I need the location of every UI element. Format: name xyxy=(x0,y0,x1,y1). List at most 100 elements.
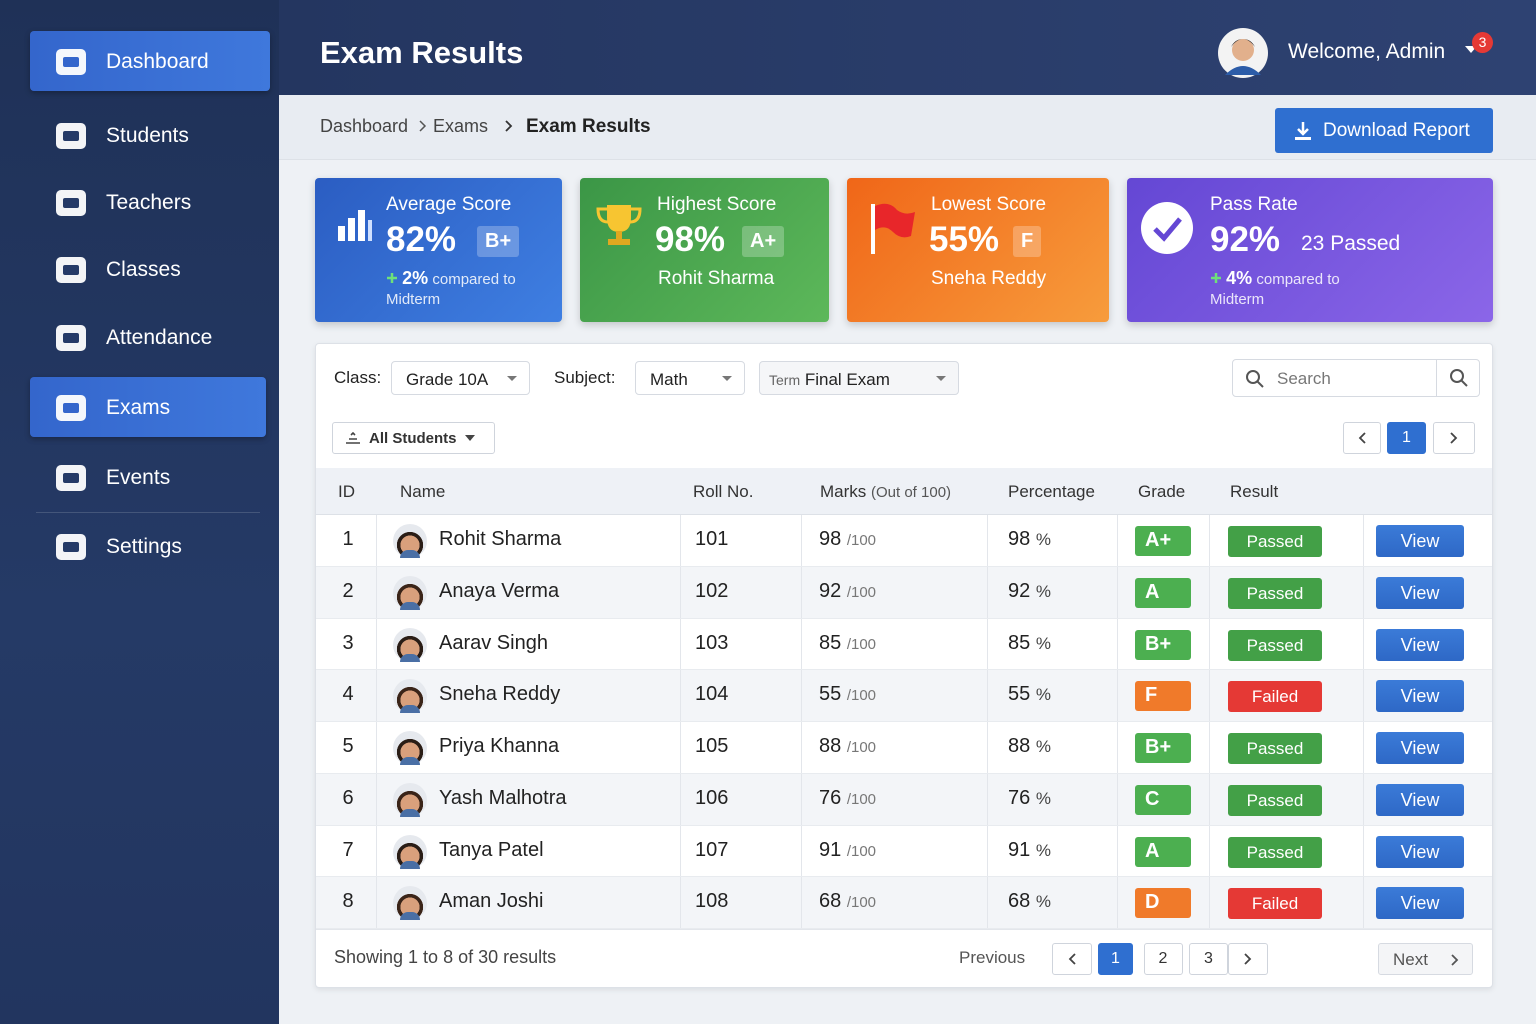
page-arrow[interactable] xyxy=(1052,943,1092,975)
results-panel: Class: Grade 10A Subject: Math Term Fina… xyxy=(315,343,1493,988)
term-select[interactable]: Term Final Exam xyxy=(759,361,959,395)
student-name: Rohit Sharma xyxy=(439,528,562,550)
page-title: Exam Results xyxy=(320,35,524,70)
nav-item[interactable]: Events xyxy=(30,447,266,509)
student-avatar xyxy=(393,834,427,869)
nav-icon xyxy=(56,49,86,75)
nav-label: Dashboard xyxy=(106,50,209,73)
search-box[interactable]: Search xyxy=(1232,359,1480,397)
page-arrow[interactable] xyxy=(1228,943,1268,975)
nav-icon xyxy=(56,257,86,283)
table-row: 6 Yash Malhotra 106 76 /100 76 % C Passed View xyxy=(316,773,1492,826)
card-student: Sneha Reddy xyxy=(931,268,1047,289)
previous-link[interactable]: Previous xyxy=(959,948,1026,967)
marks: 98 /100 xyxy=(819,528,876,551)
view-button[interactable]: View xyxy=(1376,576,1464,609)
roll-number: 103 xyxy=(695,631,729,654)
grade-badge: B+ xyxy=(1135,629,1191,660)
nav-item[interactable]: Teachers xyxy=(30,172,266,234)
select-value: Final Exam xyxy=(804,370,890,389)
page-number[interactable]: 1 xyxy=(1098,943,1133,975)
admin-avatar[interactable] xyxy=(1217,27,1269,79)
avatar-shirt xyxy=(400,860,420,869)
marks-value: 92 xyxy=(819,579,842,602)
nav-label: Classes xyxy=(106,258,181,281)
download-button[interactable]: Download Report xyxy=(1275,108,1493,153)
card-label: Lowest Score xyxy=(931,194,1047,215)
table-row: 7 Tanya Patel 107 91 /100 91 % A Passed View xyxy=(316,825,1492,878)
marks-suffix: /100 xyxy=(846,842,877,860)
grade-badge: A+ xyxy=(1135,526,1191,556)
view-button[interactable]: View xyxy=(1376,628,1464,661)
avatar-shirt xyxy=(400,912,420,921)
breadcrumb-link[interactable]: Exams xyxy=(433,116,489,136)
column-divider xyxy=(1117,515,1118,566)
next-button[interactable]: Next xyxy=(1378,943,1473,975)
next-page-button[interactable] xyxy=(1433,422,1475,454)
marks: 88 /100 xyxy=(819,735,876,758)
view-button[interactable]: View xyxy=(1376,525,1464,557)
view-button[interactable]: View xyxy=(1376,680,1464,713)
nav-item[interactable]: Students xyxy=(30,105,266,167)
nav-label: Exams xyxy=(106,396,171,419)
nav-item[interactable]: Attendance xyxy=(30,307,266,369)
view-button[interactable]: View xyxy=(1376,835,1464,868)
marks-value: 55 xyxy=(819,683,842,706)
roll-number: 101 xyxy=(695,528,729,550)
card-label: Highest Score xyxy=(657,194,777,215)
column-divider xyxy=(680,618,681,670)
stat-card: Highest Score 98% A+ Rohit Sharma xyxy=(580,178,829,322)
marks-suffix: /100 xyxy=(846,532,877,549)
view-button[interactable]: View xyxy=(1376,783,1464,816)
view-button[interactable]: View xyxy=(1376,732,1464,764)
percent-unit: % xyxy=(1035,581,1051,601)
grade-badge: F xyxy=(1135,681,1191,712)
result-badge: Passed xyxy=(1228,629,1322,661)
nav-icon xyxy=(56,325,86,351)
student-name: Priya Khanna xyxy=(439,735,560,757)
column-divider xyxy=(1117,773,1118,825)
class-select[interactable]: Grade 10A xyxy=(391,361,530,395)
column-divider xyxy=(1209,825,1210,877)
change-value: 2% xyxy=(402,268,429,288)
breadcrumb-link[interactable]: Dashboard xyxy=(320,116,409,136)
column-header: ID xyxy=(338,482,355,501)
group-select[interactable]: All Students xyxy=(332,422,495,454)
view-button[interactable]: View xyxy=(1376,887,1464,920)
column-divider xyxy=(987,877,988,928)
column-divider xyxy=(801,877,802,928)
page-number[interactable]: 3 xyxy=(1189,943,1228,975)
row-id: 4 xyxy=(342,683,354,706)
roll-number: 107 xyxy=(695,838,729,861)
roll-number: 105 xyxy=(695,735,729,757)
column-divider xyxy=(1117,722,1118,773)
nav-glyph xyxy=(63,473,79,483)
nav-item[interactable]: Exams xyxy=(30,377,266,437)
filter-label: Subject: xyxy=(554,368,616,387)
check-icon xyxy=(1141,202,1193,254)
notification-badge[interactable]: 3 xyxy=(1472,32,1493,53)
page-number[interactable]: 2 xyxy=(1143,943,1183,975)
card-label: Average Score xyxy=(386,194,512,215)
page-button[interactable]: 1 xyxy=(1387,422,1426,454)
nav-item[interactable]: Classes xyxy=(30,239,266,301)
search-button[interactable] xyxy=(1436,360,1480,396)
card-value: 92% xyxy=(1210,220,1281,259)
column-divider xyxy=(1117,670,1118,721)
column-header: Grade xyxy=(1138,482,1186,501)
welcome-text[interactable]: Welcome, Admin xyxy=(1288,40,1446,63)
column-divider xyxy=(1363,825,1364,877)
nav-item[interactable]: Dashboard xyxy=(30,31,270,91)
column-divider xyxy=(801,670,802,721)
column-divider xyxy=(376,877,377,928)
prev-page-button[interactable] xyxy=(1343,422,1381,454)
marks: 68 /100 xyxy=(819,890,876,913)
column-divider xyxy=(1209,670,1210,721)
grade-badge: F xyxy=(1013,226,1042,257)
nav-item[interactable]: Settings xyxy=(30,516,266,578)
column-divider xyxy=(1209,618,1210,670)
nav-label: Settings xyxy=(106,535,182,558)
percentage: 92 % xyxy=(1008,580,1051,603)
nav-label: Events xyxy=(106,466,171,489)
subject-select[interactable]: Math xyxy=(635,361,745,395)
